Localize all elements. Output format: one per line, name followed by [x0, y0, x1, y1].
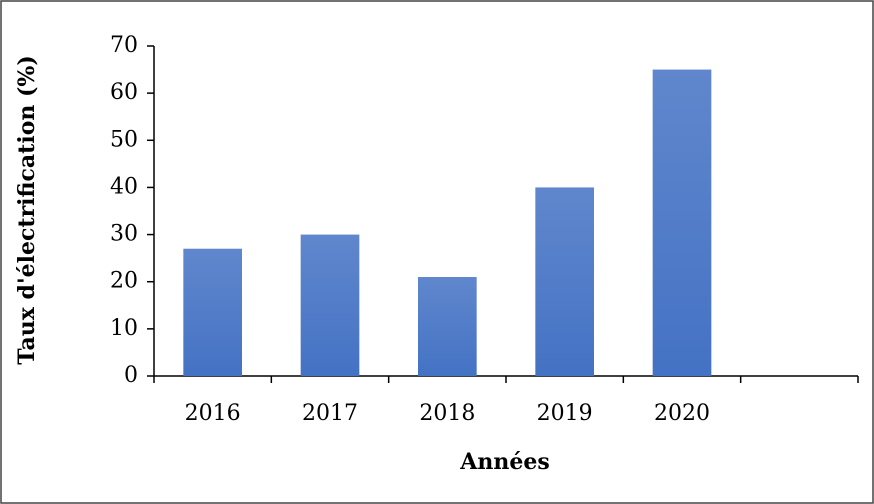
y-tick-label: 0 [124, 363, 138, 388]
y-tick-label: 10 [110, 316, 138, 341]
bar [535, 187, 594, 376]
x-axis-label: Années [459, 449, 549, 475]
bar [183, 248, 242, 376]
bar [418, 277, 477, 376]
y-tick-label: 20 [110, 269, 138, 294]
y-tick-label: 70 [110, 33, 138, 58]
y-tick-label: 30 [110, 222, 138, 247]
y-tick-label: 60 [110, 80, 138, 105]
bar [300, 234, 360, 376]
bar [652, 69, 712, 377]
x-tick-label: 2020 [654, 401, 710, 426]
x-tick-label: 2019 [537, 401, 593, 426]
y-tick-label: 40 [110, 174, 138, 199]
y-tick-label: 50 [110, 127, 138, 152]
x-tick-label: 2016 [185, 401, 241, 426]
x-tick-label: 2018 [419, 401, 475, 426]
x-tick-label: 2017 [302, 401, 358, 426]
y-axis-label: Taux d'électrification (%) [14, 55, 40, 364]
